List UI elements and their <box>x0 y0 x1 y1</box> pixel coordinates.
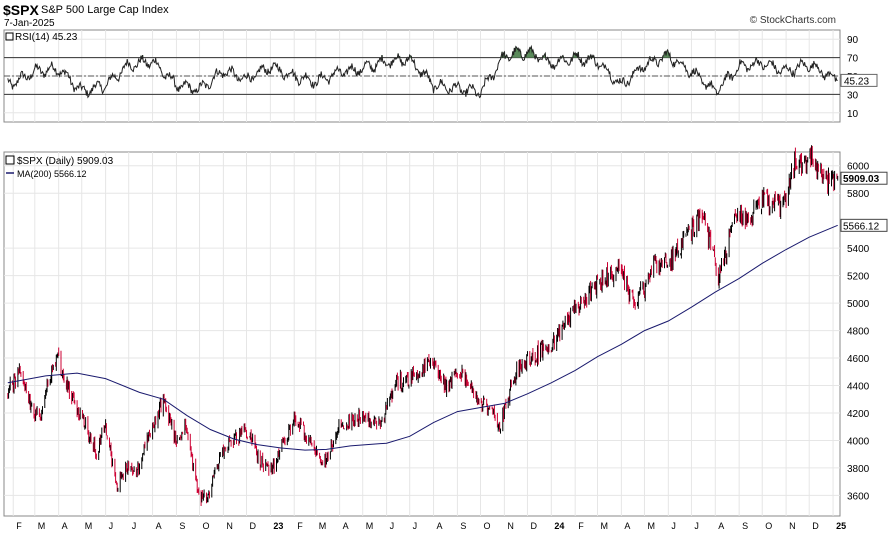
x-tick-label: J <box>671 521 676 531</box>
x-tick-label: 25 <box>836 521 846 531</box>
x-tick-label: J <box>109 521 114 531</box>
ma-last-value-label: 5566.12 <box>843 221 880 232</box>
x-tick-label: J <box>390 521 395 531</box>
x-tick-label: D <box>249 521 256 531</box>
x-tick-label: M <box>366 521 374 531</box>
price-y-tick-label: 4400 <box>847 382 870 393</box>
x-tick-label: J <box>413 521 418 531</box>
price-legend-icon <box>5 155 15 165</box>
x-tick-label: J <box>132 521 137 531</box>
ma-last-value-box <box>840 218 888 232</box>
x-tick-label: S <box>742 521 748 531</box>
x-tick-label: A <box>718 521 724 531</box>
rsi-legend-icon <box>5 32 14 41</box>
x-tick-label: S <box>460 521 466 531</box>
chart-security-name: S&P 500 Large Cap Index <box>41 4 169 16</box>
x-tick-label: D <box>530 521 537 531</box>
rsi-y-tick-label: 30 <box>847 90 859 101</box>
rsi-last-value-label: 45.23 <box>844 76 869 87</box>
price-y-tick-label: 4600 <box>847 354 870 365</box>
x-tick-label: D <box>812 521 819 531</box>
x-tick-label: A <box>62 521 68 531</box>
price-y-tick-label: 4000 <box>847 436 870 447</box>
x-tick-label: S <box>179 521 185 531</box>
x-tick-label: M <box>319 521 327 531</box>
x-tick-label: F <box>297 521 303 531</box>
x-tick-label: 24 <box>554 521 564 531</box>
price-y-tick-label: 6000 <box>847 162 870 173</box>
x-tick-label: A <box>437 521 443 531</box>
ma-legend-label: MA(200) 5566.12 <box>17 169 87 179</box>
price-y-tick-label: 5400 <box>847 244 870 255</box>
x-tick-label: N <box>226 521 233 531</box>
chart-credit: © StockCharts.com <box>749 15 836 26</box>
price-panel-frame <box>3 151 841 517</box>
price-y-tick-label: 3800 <box>847 464 870 475</box>
x-tick-label: O <box>203 521 210 531</box>
rsi-last-value-box <box>840 73 878 87</box>
x-tick-label: N <box>789 521 796 531</box>
x-tick-label: A <box>624 521 630 531</box>
x-tick-label: 23 <box>273 521 283 531</box>
price-last-value-label: 5909.03 <box>843 174 880 185</box>
x-tick-label: M <box>38 521 46 531</box>
x-tick-label: J <box>694 521 699 531</box>
x-tick-label: M <box>85 521 93 531</box>
price-y-tick-label: 4800 <box>847 327 870 338</box>
chart-date: 7-Jan-2025 <box>4 18 55 29</box>
rsi-y-tick-label: 70 <box>847 54 859 65</box>
x-tick-label: M <box>601 521 609 531</box>
price-y-tick-label: 5800 <box>847 189 870 200</box>
x-tick-label: F <box>578 521 584 531</box>
price-y-tick-label: 5200 <box>847 272 870 283</box>
chart-symbol: $SPX <box>3 2 39 18</box>
x-tick-label: A <box>343 521 349 531</box>
x-tick-label: O <box>765 521 772 531</box>
x-tick-label: N <box>507 521 513 531</box>
price-y-tick-label: 3600 <box>847 491 870 502</box>
price-legend-label: $SPX (Daily) 5909.03 <box>17 156 114 167</box>
rsi-line <box>7 44 838 99</box>
ma200-line <box>7 224 838 451</box>
x-tick-label: A <box>156 521 162 531</box>
price-candles <box>7 145 839 506</box>
rsi-legend-label: RSI(14) 45.23 <box>15 32 78 43</box>
x-tick-label: O <box>484 521 491 531</box>
price-y-tick-label: 4200 <box>847 409 870 420</box>
price-last-value-box <box>840 171 888 185</box>
rsi-y-tick-label: 10 <box>847 109 859 120</box>
price-y-tick-label: 5000 <box>847 299 870 310</box>
x-tick-label: F <box>16 521 22 531</box>
x-tick-label: M <box>647 521 655 531</box>
rsi-y-tick-label: 90 <box>847 35 859 46</box>
